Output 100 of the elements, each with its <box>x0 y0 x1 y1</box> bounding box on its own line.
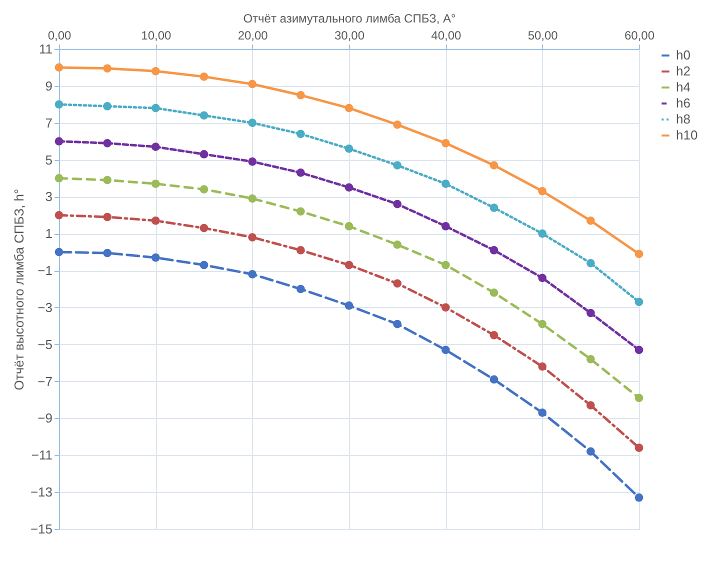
point <box>538 320 547 328</box>
point <box>248 80 257 88</box>
point <box>248 270 257 278</box>
point <box>538 274 547 282</box>
point <box>248 233 257 242</box>
legend-label: h0 <box>676 48 690 62</box>
point <box>103 138 112 148</box>
point <box>634 444 644 452</box>
point <box>344 183 354 192</box>
point <box>586 216 595 225</box>
point <box>103 176 112 184</box>
point <box>54 100 64 109</box>
point <box>490 161 498 170</box>
point <box>103 248 112 258</box>
point <box>151 66 160 76</box>
legend-label: h8 <box>676 112 690 126</box>
point <box>538 362 547 371</box>
point <box>54 63 64 72</box>
x-tick-label: 10,00 <box>141 28 172 42</box>
point <box>538 229 547 238</box>
x-tick-label: 50,00 <box>528 28 558 42</box>
point <box>151 104 160 112</box>
x-axis-title: Отчёт азимутального лимба СПБЗ, A° <box>243 12 456 26</box>
point <box>538 408 547 417</box>
point <box>634 298 644 306</box>
point <box>296 90 305 100</box>
point <box>634 394 644 402</box>
point <box>296 207 305 216</box>
point <box>344 144 354 153</box>
point <box>200 72 208 81</box>
point <box>393 120 402 129</box>
point <box>296 284 305 294</box>
point <box>103 64 112 73</box>
point <box>490 330 498 340</box>
point <box>248 118 257 128</box>
legend-label: h2 <box>676 64 690 78</box>
legend-label: h6 <box>676 96 690 110</box>
x-tick-label: 60,00 <box>624 28 655 42</box>
point <box>634 493 644 502</box>
point <box>54 210 64 220</box>
point <box>296 246 305 254</box>
point <box>393 279 402 288</box>
point <box>393 161 402 170</box>
point <box>393 200 402 208</box>
point <box>200 224 208 232</box>
y-axis-title: Отчёт высотного лимба СПБЗ, h° <box>11 188 26 390</box>
point <box>200 111 208 120</box>
y-tick-label: −1 <box>38 263 52 278</box>
point <box>490 288 498 297</box>
point <box>586 308 595 318</box>
y-tick-label: −3 <box>38 300 52 315</box>
point <box>344 222 354 230</box>
point <box>634 346 644 354</box>
point <box>634 250 644 258</box>
y-tick-label: −5 <box>38 336 52 352</box>
point <box>586 258 595 268</box>
point <box>441 303 450 312</box>
point <box>54 248 64 256</box>
point <box>151 216 160 225</box>
point <box>248 157 257 166</box>
point <box>441 346 450 354</box>
point <box>490 375 498 384</box>
point <box>54 174 64 182</box>
point <box>200 150 208 158</box>
point <box>538 186 547 196</box>
x-tick-label: 0,00 <box>48 28 72 42</box>
point <box>441 222 450 230</box>
point <box>200 260 208 270</box>
point <box>586 447 595 456</box>
y-tick-label: −15 <box>30 522 52 536</box>
point <box>103 102 112 110</box>
y-tick-label: 1 <box>45 226 52 242</box>
point <box>441 138 450 148</box>
point <box>441 180 450 188</box>
point <box>490 204 498 212</box>
point <box>586 354 595 364</box>
point <box>151 253 160 262</box>
point <box>344 301 354 310</box>
y-tick-label: 9 <box>45 78 52 94</box>
point <box>344 260 354 270</box>
y-tick-label: −9 <box>38 410 52 426</box>
x-tick-label: 30,00 <box>334 28 365 42</box>
point <box>393 320 402 328</box>
point <box>490 246 498 254</box>
legend-label: h10 <box>676 128 698 142</box>
legend-label: h4 <box>676 80 690 94</box>
y-tick-label: 7 <box>45 115 52 130</box>
point <box>393 240 402 249</box>
point <box>248 194 257 203</box>
point <box>441 260 450 270</box>
x-tick-label: 20,00 <box>238 28 268 42</box>
point <box>54 137 64 146</box>
point <box>151 142 160 152</box>
point <box>296 130 305 138</box>
point <box>344 104 354 112</box>
point <box>151 180 160 188</box>
point <box>296 168 305 177</box>
point <box>103 212 112 222</box>
y-tick-label: −7 <box>38 374 52 389</box>
point <box>200 185 208 194</box>
